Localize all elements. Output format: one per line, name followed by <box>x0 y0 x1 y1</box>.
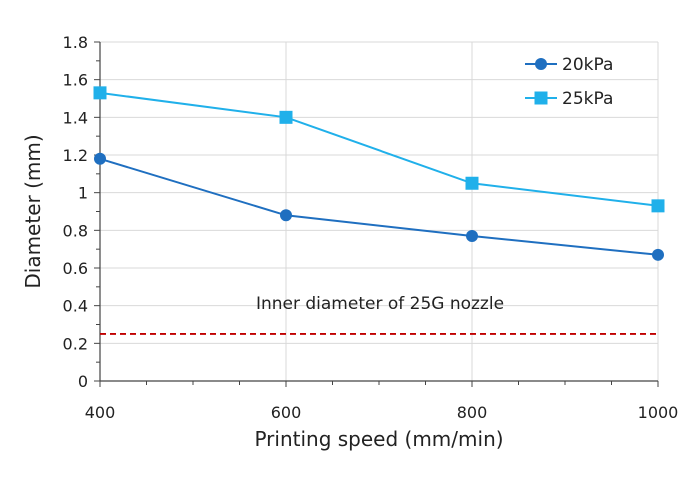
y-tick-label: 1.2 <box>63 146 88 165</box>
x-axis-title: Printing speed (mm/min) <box>254 427 503 451</box>
y-tick-label: 1 <box>78 184 88 203</box>
reference-line-label: Inner diameter of 25G nozzle <box>256 294 504 314</box>
data-point-25kPa <box>279 110 293 124</box>
tick-labels: 0 0.2 0.4 0.6 0.8 1 1.2 1.4 1.6 1.8 400 600 800 1000 <box>63 33 679 422</box>
y-tick-label: 0 <box>78 372 88 391</box>
y-tick-label: 0.2 <box>63 334 88 353</box>
y-tick-label: 0.8 <box>63 221 88 240</box>
legend: 20kPa 25kPa <box>525 55 613 109</box>
x-tick-label: 400 <box>85 403 116 422</box>
data-point-25kPa <box>465 176 479 190</box>
series-group <box>93 86 665 261</box>
y-tick-label: 0.4 <box>63 297 88 316</box>
x-tick-label: 800 <box>457 403 488 422</box>
data-point-20kPa <box>466 229 478 242</box>
y-tick-label: 1.8 <box>63 33 88 52</box>
legend-marker-25kPa <box>534 91 548 105</box>
y-tick-label: 1.6 <box>63 71 88 90</box>
x-tick-label: 600 <box>271 403 302 422</box>
series-line-20kPa <box>99 157 659 256</box>
y-axis-title: Diameter (mm) <box>21 134 45 288</box>
legend-label-20kPa: 20kPa <box>562 55 613 75</box>
y-tick-label: 1.4 <box>63 108 88 127</box>
data-point-25kPa <box>93 86 107 100</box>
data-point-20kPa <box>94 152 106 165</box>
data-point-20kPa <box>280 209 292 222</box>
legend-label-25kPa: 25kPa <box>562 89 613 109</box>
legend-marker-20kPa <box>535 58 547 70</box>
axes <box>94 41 659 387</box>
grid <box>100 41 659 381</box>
reference-line-group: Inner diameter of 25G nozzle <box>100 294 658 335</box>
data-point-25kPa <box>651 199 665 213</box>
series-line-25kPa <box>99 91 659 207</box>
y-tick-label: 0.6 <box>63 259 88 278</box>
data-point-20kPa <box>652 248 664 261</box>
x-tick-label: 1000 <box>638 403 679 422</box>
